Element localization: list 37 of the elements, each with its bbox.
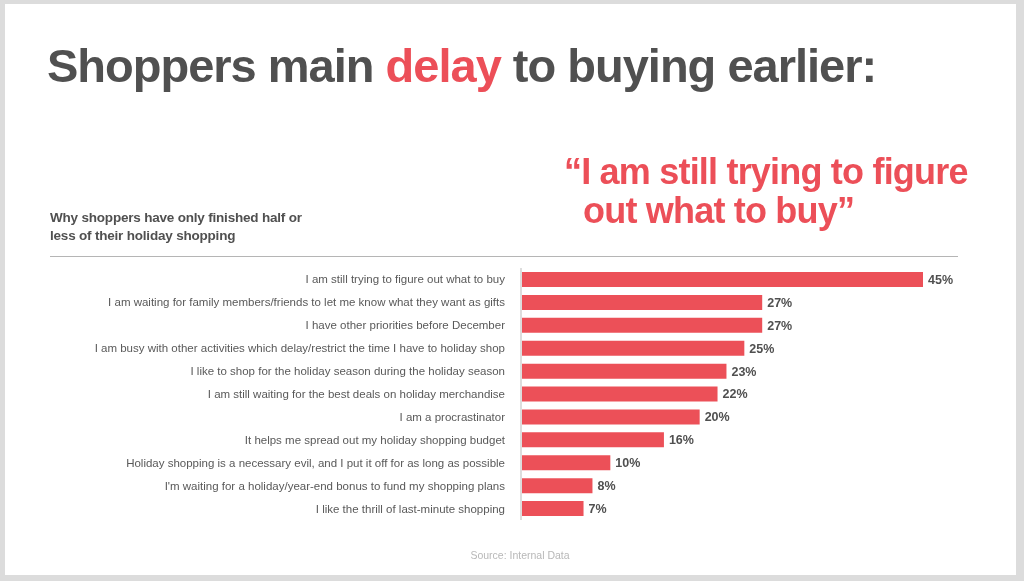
- y-tick-label: I have other priorities before December: [305, 319, 506, 332]
- text: Why shoppers have only finished half or less of their holiday shopping: [50, 209, 303, 245]
- bar: [521, 294, 763, 310]
- bar: [521, 317, 763, 333]
- data-label: 20%: [704, 410, 730, 425]
- bar: [521, 363, 727, 379]
- data-label: 10%: [615, 456, 641, 471]
- data-label: 8%: [597, 479, 616, 494]
- y-tick-label: I like the thrill of last-minute shopping: [315, 502, 505, 515]
- y-tick-label: I like to shop for the holiday season during the holiday season: [190, 365, 505, 378]
- bar: [521, 432, 664, 448]
- data-label: 16%: [668, 433, 694, 448]
- data-label: 22%: [722, 387, 748, 402]
- bar: [521, 272, 923, 287]
- data-label: 27%: [767, 295, 793, 310]
- y-tick-label: I am still waiting for the best deals on holiday merchandise: [207, 388, 505, 401]
- bar: [521, 455, 611, 471]
- bar: [521, 501, 584, 517]
- bar: [521, 340, 745, 356]
- data-label: 7%: [588, 502, 607, 517]
- bar: [521, 386, 718, 402]
- y-tick-label: I am busy with other activities which delay/restrict the time I have to holiday shop: [94, 342, 505, 355]
- y-tick-label: I am waiting for family members/friends to let me know what they want as gifts: [108, 296, 506, 309]
- bar: [521, 478, 593, 494]
- data-label: 27%: [767, 318, 793, 333]
- y-tick-label: I am a procrastinator: [399, 410, 506, 423]
- data-label: 45%: [928, 272, 954, 287]
- bar: [521, 409, 700, 425]
- y-tick-label: Holiday shopping is a necessary evil, and I put it off for as long as possible: [126, 456, 505, 469]
- chart-title: Shoppers main delay to buying earlier:: [47, 39, 877, 92]
- data-label: 23%: [731, 364, 757, 379]
- data-label: 25%: [749, 341, 775, 356]
- y-tick-label: It helps me spread out my holiday shopping budget: [244, 433, 506, 446]
- text: “I am still trying to figure out what to buy”: [564, 151, 969, 231]
- y-tick-label: I'm waiting for a holiday/year-end bonus to fund my shopping plans: [164, 479, 506, 492]
- source-note: Source: Internal Data: [469, 549, 571, 561]
- y-tick-label: I am still trying to figure out what to buy: [305, 273, 506, 286]
